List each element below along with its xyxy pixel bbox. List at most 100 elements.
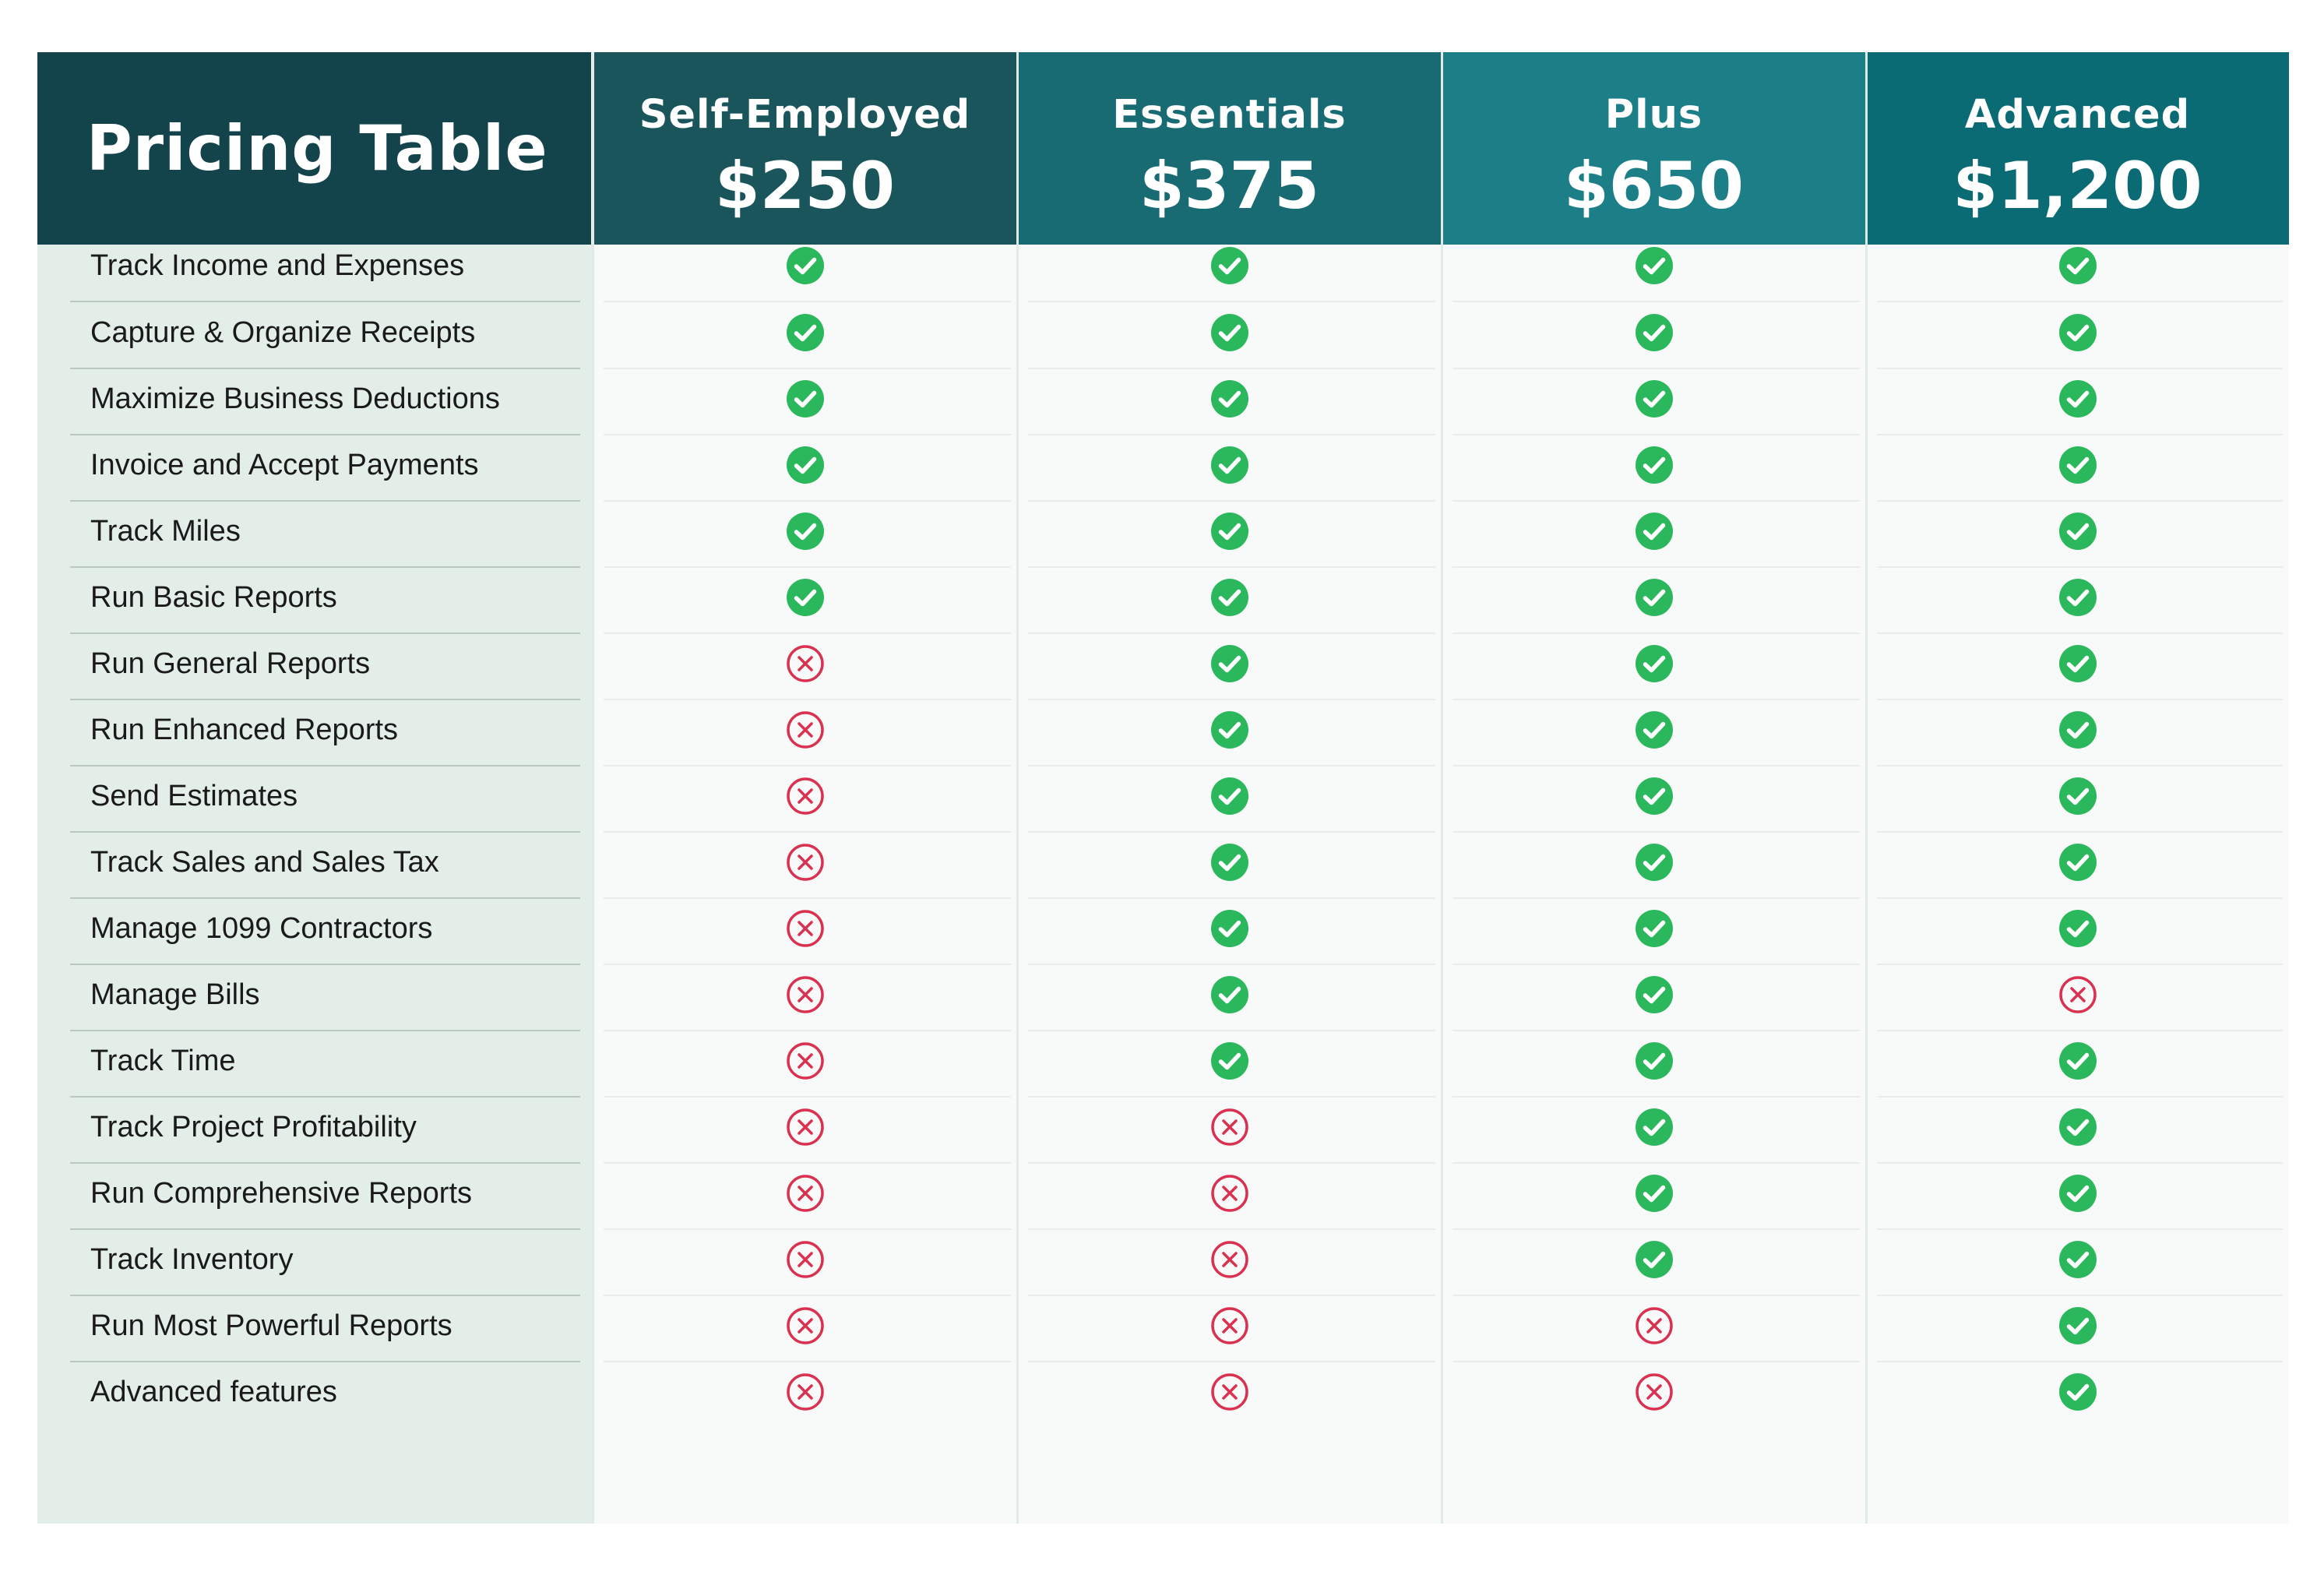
row-divider [1452, 301, 1860, 302]
feature-label: Send Estimates [90, 780, 298, 812]
row-divider [1028, 1029, 1435, 1031]
check-icon [1210, 844, 1248, 881]
row-divider [1877, 897, 2283, 899]
row-divider [1452, 1161, 1860, 1164]
row-divider [1028, 632, 1435, 634]
row-divider [70, 1294, 580, 1296]
feature-label: Track Income and Expenses [90, 249, 465, 282]
check-icon [2058, 1241, 2097, 1278]
row-divider [70, 764, 580, 766]
row-divider [70, 367, 580, 369]
row-divider [70, 1228, 580, 1230]
check-icon [2058, 777, 2097, 815]
row-divider [70, 963, 580, 965]
check-icon [1635, 247, 1673, 284]
check-icon [1210, 314, 1248, 351]
row-divider [1877, 1095, 2283, 1098]
check-icon [786, 380, 824, 418]
row-divider [1877, 764, 2283, 766]
row-divider [1877, 963, 2283, 965]
row-divider [1452, 1095, 1860, 1098]
row-divider [604, 301, 1011, 302]
check-icon [786, 247, 824, 284]
row-divider [604, 1095, 1011, 1098]
row-divider [70, 1029, 580, 1031]
check-icon [1210, 711, 1248, 749]
feature-label: Manage 1099 Contractors [90, 912, 433, 945]
row-divider [70, 1095, 580, 1098]
row-divider [70, 632, 580, 634]
row-divider [1452, 1228, 1860, 1230]
check-icon [1635, 711, 1673, 749]
row-divider [1452, 963, 1860, 965]
feature-label: Maximize Business Deductions [90, 382, 500, 415]
cross-icon [1210, 1373, 1248, 1411]
feature-label: Track Miles [90, 515, 241, 548]
cross-icon [1210, 1175, 1248, 1212]
feature-label: Run Most Powerful Reports [90, 1309, 452, 1342]
check-icon [1210, 1042, 1248, 1080]
check-icon [1635, 844, 1673, 881]
check-icon [786, 446, 824, 484]
check-icon [1635, 314, 1673, 351]
feature-label: Advanced features [90, 1376, 337, 1408]
feature-label: Run General Reports [90, 647, 371, 680]
row-divider [604, 698, 1011, 700]
cross-icon [786, 910, 824, 947]
row-divider [604, 1161, 1011, 1164]
check-icon [1635, 1042, 1673, 1080]
plan-name: Advanced [1964, 92, 2191, 138]
check-icon [2058, 314, 2097, 351]
cross-icon [786, 1108, 824, 1146]
row-divider [604, 1228, 1011, 1230]
cross-icon [1210, 1307, 1248, 1344]
plan-header-plus: Plus $650 [1442, 52, 1866, 245]
plan-header-advanced: Advanced $1,200 [1866, 52, 2289, 245]
check-icon [786, 513, 824, 550]
row-divider [604, 897, 1011, 899]
feature-label: Run Basic Reports [90, 581, 337, 614]
row-divider [604, 433, 1011, 435]
check-icon [2058, 446, 2097, 484]
check-icon [1210, 380, 1248, 418]
row-divider [1028, 499, 1435, 502]
check-icon [1210, 645, 1248, 682]
check-icon [2058, 711, 2097, 749]
row-divider [70, 1161, 580, 1164]
check-icon [2058, 380, 2097, 418]
row-divider [1877, 698, 2283, 700]
check-icon [2058, 1042, 2097, 1080]
cross-icon [1210, 1241, 1248, 1278]
pricing-table: Pricing Table Self-Employed $250 Essenti… [37, 52, 2289, 1524]
row-divider [1028, 1161, 1435, 1164]
row-divider [1028, 698, 1435, 700]
row-divider [604, 632, 1011, 634]
row-divider [1877, 830, 2283, 833]
row-divider [70, 897, 580, 899]
plan-name: Self-Employed [639, 92, 971, 138]
feature-column [37, 245, 593, 1524]
feature-label: Capture & Organize Receipts [90, 316, 476, 349]
row-divider [1452, 897, 1860, 899]
row-divider [1028, 830, 1435, 833]
row-divider [1877, 1228, 2283, 1230]
title-cell: Pricing Table [37, 52, 591, 245]
row-divider [1877, 1161, 2283, 1164]
cross-icon [786, 777, 824, 815]
check-icon [1635, 1108, 1673, 1146]
check-icon [2058, 247, 2097, 284]
row-divider [1028, 963, 1435, 965]
cross-icon [786, 711, 824, 749]
check-icon [1210, 777, 1248, 815]
row-divider [1028, 1294, 1435, 1296]
check-icon [1210, 513, 1248, 550]
row-divider [70, 499, 580, 502]
cross-icon [786, 1307, 824, 1344]
row-divider [604, 566, 1011, 568]
check-icon [2058, 579, 2097, 616]
check-icon [1635, 910, 1673, 947]
column-divider [592, 52, 594, 1524]
plan-price: $375 [1139, 148, 1319, 224]
check-icon [1635, 976, 1673, 1013]
row-divider [70, 1360, 580, 1362]
